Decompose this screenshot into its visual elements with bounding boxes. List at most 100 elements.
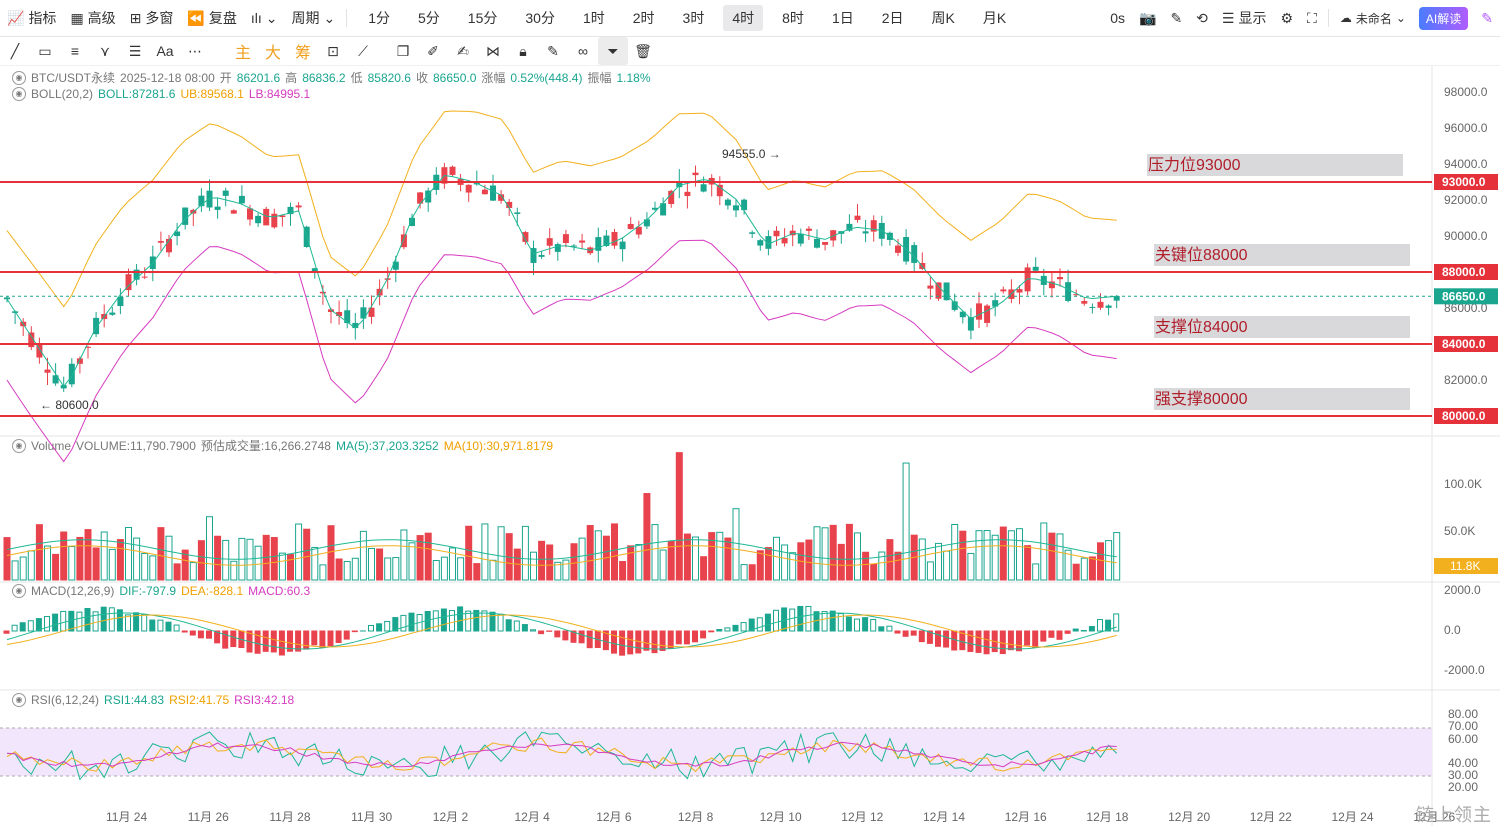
period-tab[interactable]: 周K (931, 10, 955, 26)
macd-bar (935, 630, 941, 647)
macd-bar (3, 630, 10, 634)
lock-icon[interactable]: 🔒︎ (519, 42, 527, 59)
volume-bar (327, 525, 335, 581)
period-tab[interactable]: 15分 (467, 10, 498, 26)
price-tag-text: 88000.0 (1442, 265, 1486, 279)
eye-icon[interactable]: ◉ (12, 70, 26, 85)
chip-button[interactable]: 筹 (294, 45, 311, 62)
multi-window-label: 多窗 (145, 10, 174, 26)
period-tab[interactable]: 1时 (582, 10, 605, 26)
volume-tick: 100.0K (1444, 477, 1482, 491)
boll-mid: BOLL:87281.6 (98, 87, 176, 101)
measure-icon[interactable]: ⊡ (327, 42, 339, 59)
period-menu-button[interactable]: 周期 ⌄ (284, 0, 342, 36)
candle-body (733, 205, 739, 211)
text-tool-icon[interactable]: Aa (156, 43, 174, 59)
candle-body (400, 234, 407, 248)
top-right-tools: 0s 📷 ✎ ⟲ ☰ 显示 ⚙ ⛶ ☁ 未命名 ⌄ AI解读 ✎ (1103, 0, 1500, 36)
period-tab[interactable]: 4时 (723, 5, 764, 31)
multi-window-button[interactable]: ⊞ 多窗 (123, 0, 181, 36)
macd-bar (513, 620, 520, 632)
indicators-button[interactable]: 📈 指标 (0, 0, 63, 36)
macd-bar (732, 624, 739, 632)
fib-icon[interactable]: ⋎ (99, 42, 111, 59)
display-button[interactable]: ☰ 显示 (1215, 0, 1274, 36)
chart-type-button[interactable]: ılı ⌄ (244, 0, 285, 36)
main-force-button[interactable]: 主 (234, 45, 251, 62)
eye-icon[interactable]: ◉ (12, 87, 26, 101)
filter-icon[interactable]: ⏷ (598, 37, 628, 65)
candle-body (976, 303, 982, 320)
period-tab[interactable]: 3时 (682, 10, 705, 26)
volume-bar (376, 548, 384, 581)
more-icon[interactable]: ⋯ (188, 42, 202, 59)
volume-name[interactable]: Volume (31, 438, 72, 453)
horizontal-lines-icon[interactable]: ☰ (128, 42, 142, 59)
volume-bar (675, 452, 683, 581)
eye-icon[interactable]: ◉ (12, 584, 26, 598)
chart-canvas[interactable]: 98000.0 96000.0 94000.0 92000.0 90000.0 88000… (0, 66, 1500, 831)
macd-name[interactable]: MACD(12,26,9) (31, 584, 115, 598)
trend-line-icon[interactable]: ╱ (10, 42, 20, 59)
candle-body (1113, 296, 1120, 301)
macd-bar (821, 611, 828, 632)
volume-bar (619, 560, 627, 581)
advanced-button[interactable]: ▦ 高级 (63, 0, 122, 36)
macd-bar (60, 610, 67, 632)
big-order-button[interactable]: 大 (264, 45, 281, 62)
camera-icon[interactable]: 📷 (1139, 9, 1157, 26)
pencil-icon[interactable]: ✎ (1170, 9, 1183, 26)
rsi-name[interactable]: RSI(6,12,24) (31, 693, 100, 707)
volume-bar (133, 537, 141, 581)
volume-bar (837, 543, 845, 581)
layout-name-button[interactable]: ☁ 未命名 ⌄ (1333, 0, 1413, 36)
ruler-icon[interactable]: ⟋ (358, 42, 368, 59)
replay-icon[interactable]: ⟲ (1196, 9, 1208, 26)
volume-bar (1105, 540, 1113, 581)
period-tab[interactable]: 1日 (831, 10, 854, 26)
copy-icon[interactable]: ❐ (396, 42, 410, 59)
trash-icon[interactable]: 🗑︎ (634, 42, 652, 59)
volume-bar (408, 542, 416, 581)
period-tab[interactable]: 1分 (368, 10, 390, 26)
link-icon[interactable]: ∞ (578, 43, 588, 59)
period-tab[interactable]: 8时 (782, 10, 804, 26)
magnet-icon[interactable]: ⋈ (486, 42, 500, 59)
period-tab[interactable]: 2日 (881, 10, 904, 26)
divider (346, 9, 348, 27)
period-tab[interactable]: 月K (982, 10, 1007, 26)
macd-bar (773, 609, 779, 632)
volume-bar (700, 556, 708, 581)
period-tab[interactable]: 5分 (418, 10, 440, 26)
ai-interpret-button[interactable]: AI解读 (1418, 6, 1469, 30)
volume-bar (424, 532, 432, 581)
x-tick: 12月 24 (1332, 810, 1374, 824)
edit-icon[interactable]: ✎ (547, 42, 559, 59)
fullscreen-icon[interactable]: ⛶ (1307, 9, 1317, 26)
volume-bar (870, 564, 878, 581)
boll-name[interactable]: BOLL(20,2) (31, 87, 94, 101)
parallel-lines-icon[interactable]: ≡ (70, 43, 80, 59)
highlighter-icon[interactable]: ✍ (457, 42, 469, 59)
rectangle-icon[interactable]: ▭ (38, 42, 52, 59)
period-tab[interactable]: 2时 (632, 10, 655, 26)
gear-icon[interactable]: ⚙ (1280, 9, 1294, 26)
volume-bar (1064, 549, 1072, 581)
candle-body (854, 215, 861, 220)
candle-body (984, 305, 991, 323)
macd-bar (303, 630, 310, 650)
display-label: 显示 (1238, 10, 1267, 26)
volume-bar (278, 552, 286, 581)
brush-icon[interactable]: ✐ (427, 42, 439, 59)
candle-body (392, 261, 399, 270)
x-tick: 12月 4 (515, 810, 551, 824)
replay-button[interactable]: ⏪ 复盘 (180, 0, 243, 36)
eye-icon[interactable]: ◉ (12, 438, 26, 453)
color-picker-icon[interactable]: ✎ (1481, 9, 1493, 26)
eye-icon[interactable]: ◉ (12, 693, 26, 707)
rsi-tick: 60.00 (1448, 732, 1478, 746)
period-tab[interactable]: 30分 (525, 10, 555, 26)
macd-bar (254, 630, 261, 654)
volume-bar (359, 530, 367, 581)
volume-bar (999, 526, 1007, 581)
